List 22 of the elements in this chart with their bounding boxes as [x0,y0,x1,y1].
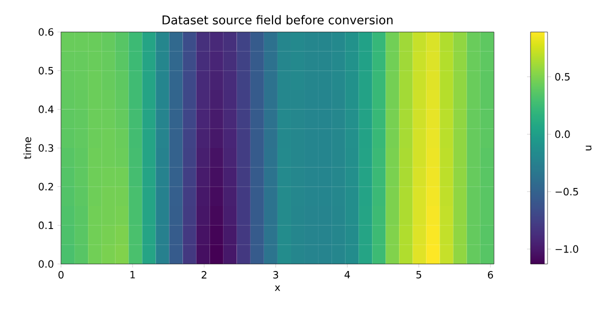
y-tick-label: 0.4 [38,106,54,114]
y-tick-label: 0.2 [38,182,53,190]
x-tick-label: 4 [344,271,350,278]
x-tick-label: 1 [130,271,135,278]
x-axis-title: x [274,285,280,291]
x-tick-label: 3 [273,271,278,279]
x-tick-label: 2 [202,271,206,278]
y-axis-title: time [23,137,32,160]
y-tick-label: 0.1 [38,222,54,230]
y-tick-label: 0.3 [38,144,54,152]
chart-title: Dataset source field before conversion [162,15,393,24]
color-bar-label: 0.0 [555,130,570,138]
color-bar-label: −0.5 [556,188,578,196]
x-tick-label: 5 [416,271,422,278]
color-bar-label: 0.5 [555,73,570,81]
x-tick-label: 0 [58,271,64,279]
color-bar-title: u [586,146,592,150]
x-tick-label: 6 [488,271,493,279]
y-tick-label: 0.0 [38,260,54,268]
color-bar-label: −1.0 [556,245,578,253]
y-tick-label: 0.5 [38,66,54,74]
y-tick-label: 0.6 [38,28,54,36]
